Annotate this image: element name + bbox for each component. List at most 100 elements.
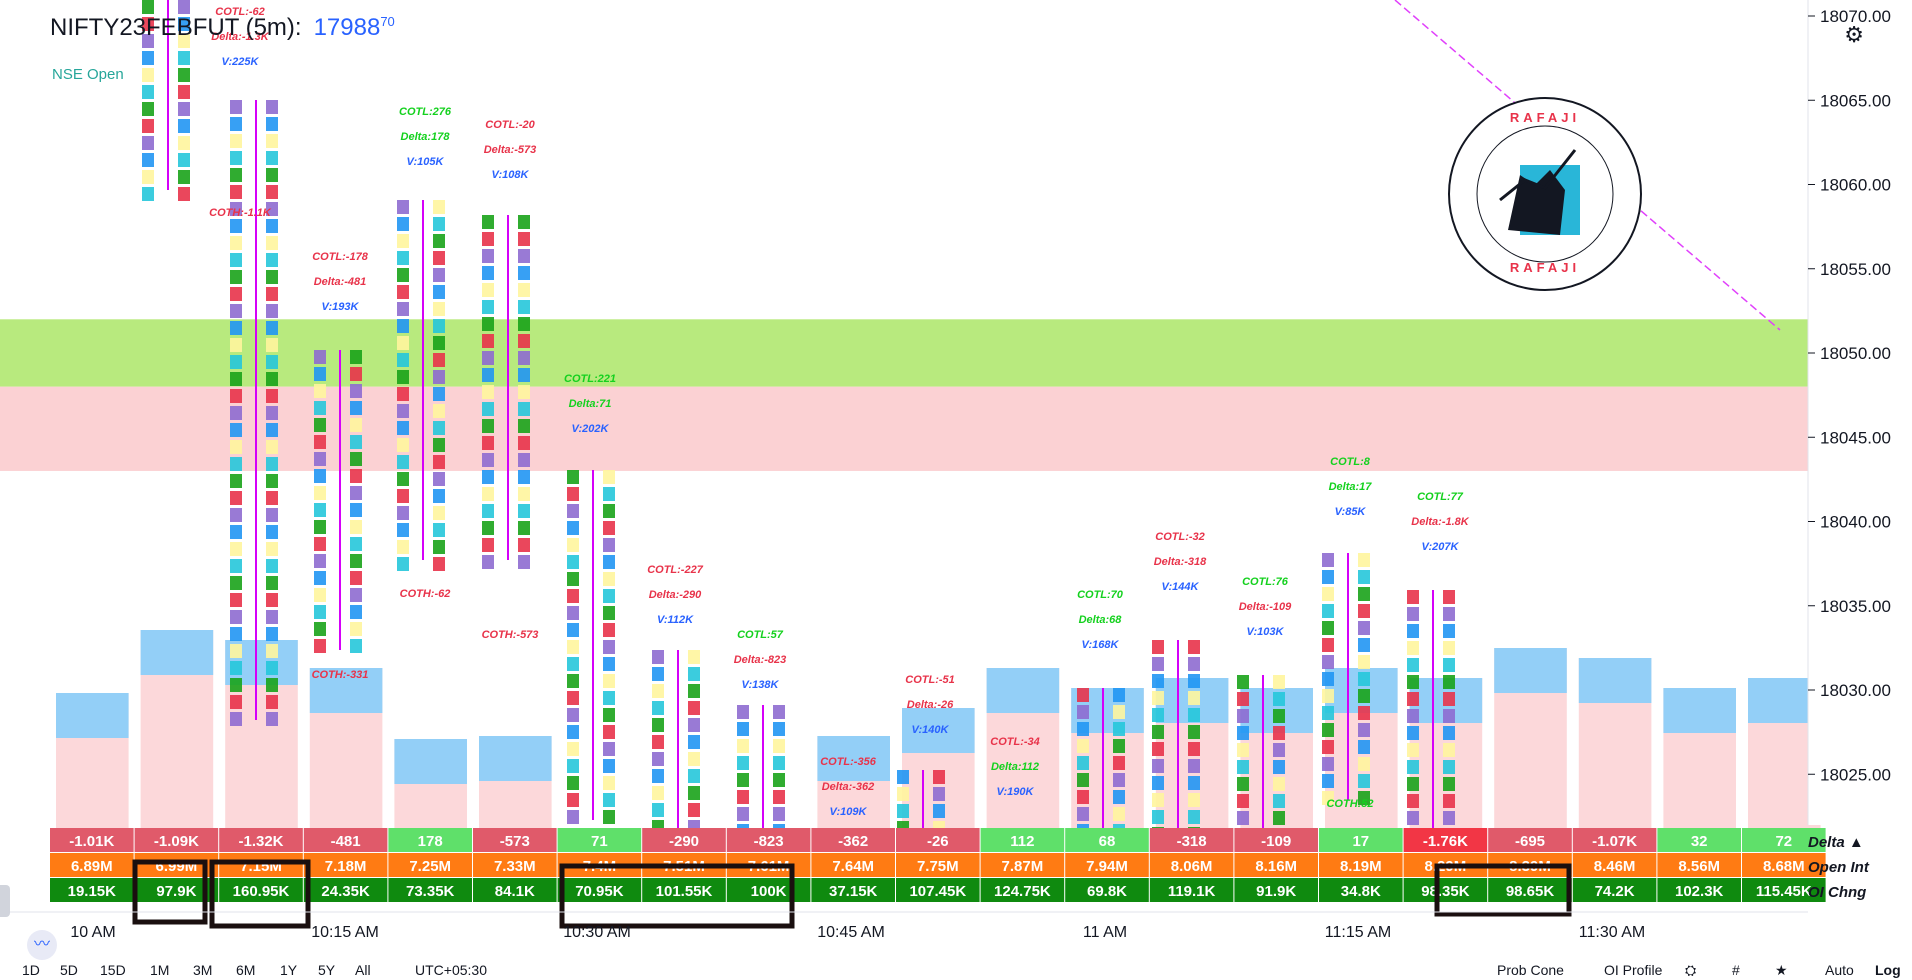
delta-cell xyxy=(219,828,303,852)
delta-value: -1.09K xyxy=(154,833,199,850)
footprint-cell-right xyxy=(773,756,785,770)
footprint-cell-right xyxy=(178,34,190,48)
delta-value: -573 xyxy=(500,833,530,850)
range-3m[interactable]: 3M xyxy=(193,962,213,978)
volume-bar-up xyxy=(1494,648,1567,693)
range-1d[interactable]: 1D xyxy=(22,962,40,978)
footprint-cell-left xyxy=(567,776,579,790)
price-tick-label: 18065.00 xyxy=(1820,91,1891,110)
footprint-cell-right xyxy=(603,725,615,739)
footprint-cell-right xyxy=(1273,726,1285,740)
footprint-cell-right xyxy=(1443,726,1455,740)
footprint-cell-left xyxy=(1322,655,1334,669)
delta-cell xyxy=(388,828,472,852)
footprint-cell-right xyxy=(266,695,278,709)
row-label-delta: Delta ▲ xyxy=(1808,834,1864,851)
footprint-cell-left xyxy=(1152,725,1164,739)
delta-value: 178 xyxy=(418,833,443,850)
footprint-cell-right xyxy=(433,285,445,299)
range-5d[interactable]: 5D xyxy=(60,962,78,978)
footprint-cell-right xyxy=(433,472,445,486)
timezone-label[interactable]: UTC+05:30 xyxy=(415,962,487,978)
footprint-cell-left xyxy=(314,520,326,534)
footprint-cell-left xyxy=(142,187,154,201)
cotl-label: COTL:-32 xyxy=(1155,531,1205,543)
footprint-cell-right xyxy=(433,387,445,401)
footprint-cell-right xyxy=(603,504,615,518)
footprint-cell-left xyxy=(652,650,664,664)
range-1y[interactable]: 1Y xyxy=(280,962,298,978)
auto-scale-button[interactable]: Auto xyxy=(1825,962,1854,978)
oi-change-value: 97.9K xyxy=(156,883,196,900)
footprint-cell-left xyxy=(230,151,242,165)
symbol-header[interactable]: NIFTY23FEBFUT (5m): 1798870 xyxy=(50,14,395,42)
delta-cell xyxy=(1742,828,1826,852)
footprint-cell-right xyxy=(1113,739,1125,753)
delta-value: 32 xyxy=(1691,833,1708,850)
footprint-cell-left xyxy=(230,389,242,403)
open-int-value: 7.87M xyxy=(1002,858,1044,875)
prob-cone-button[interactable]: Prob Cone xyxy=(1497,962,1564,978)
delta-value: -109 xyxy=(1261,833,1291,850)
footprint-cell-right xyxy=(1443,811,1455,825)
delta-label: Delta:-481 xyxy=(314,276,367,288)
price-tick-label: 18070.00 xyxy=(1820,7,1891,26)
oi-profile-button[interactable]: OI Profile xyxy=(1604,962,1663,978)
screenshot-icon[interactable]: ⛭ xyxy=(1685,962,1697,978)
footprint-cell-left xyxy=(1237,743,1249,757)
footprint-cell-left xyxy=(1152,759,1164,773)
footprint-cell-left xyxy=(567,521,579,535)
cotl-label: COTL:276 xyxy=(399,106,452,118)
open-int-cell xyxy=(1572,853,1657,877)
footprint-cell-right xyxy=(1358,553,1370,567)
star-icon[interactable]: ★ xyxy=(1775,962,1788,978)
gear-icon[interactable]: ⚙ xyxy=(1844,22,1864,47)
footprint-cell-left xyxy=(397,472,409,486)
highlight-box xyxy=(1434,863,1572,917)
delta-cell xyxy=(50,828,134,852)
footprint-cell-left xyxy=(652,769,664,783)
delta-cell xyxy=(1234,828,1318,852)
range-15d[interactable]: 15D xyxy=(100,962,126,978)
range-all[interactable]: All xyxy=(355,962,371,978)
tradingview-logo-icon[interactable]: 〰 xyxy=(27,930,57,960)
range-1m[interactable]: 1M xyxy=(150,962,170,978)
footprint-cell-right xyxy=(1113,756,1125,770)
footprint-cell-right xyxy=(1113,722,1125,736)
footprint-cell-left xyxy=(230,185,242,199)
footprint-cell-left xyxy=(482,266,494,280)
grid-icon[interactable]: # xyxy=(1732,962,1740,978)
footprint-cell-right xyxy=(266,678,278,692)
log-scale-button[interactable]: Log xyxy=(1875,962,1901,978)
delta-cell xyxy=(1403,828,1488,852)
footprint-cell-left xyxy=(142,17,154,31)
footprint-cell-left xyxy=(1407,590,1419,604)
last-price: 1798870 xyxy=(313,14,395,41)
footprint-cell-right xyxy=(1358,774,1370,788)
footprint-cell-left xyxy=(482,504,494,518)
sidebar-toggle[interactable] xyxy=(0,885,10,917)
footprint-cell-left xyxy=(737,722,749,736)
volume-label: V:225K xyxy=(222,56,260,68)
footprint-cell-left xyxy=(1077,688,1089,702)
footprint-cell-left xyxy=(230,202,242,216)
footprint-cell-right xyxy=(433,438,445,452)
range-6m[interactable]: 6M xyxy=(236,962,256,978)
volume-label: V:109K xyxy=(830,806,868,818)
coth-label: COTH:-331 xyxy=(312,669,369,681)
time-tick-label: 10:45 AM xyxy=(817,924,885,941)
range-5y[interactable]: 5Y xyxy=(318,962,336,978)
footprint-cell-right xyxy=(350,588,362,602)
footprint-cell-right xyxy=(1188,708,1200,722)
footprint-cell-left xyxy=(397,540,409,554)
delta-cell xyxy=(1572,828,1657,852)
footprint-cell-right xyxy=(603,572,615,586)
footprint-cell-left xyxy=(567,640,579,654)
footprint-cell-left xyxy=(1237,777,1249,791)
delta-value: -1.01K xyxy=(69,833,114,850)
footprint-cell-left xyxy=(230,372,242,386)
footprint-cell-right xyxy=(518,317,530,331)
green-zone xyxy=(0,319,1808,387)
footprint-cell-left xyxy=(737,773,749,787)
